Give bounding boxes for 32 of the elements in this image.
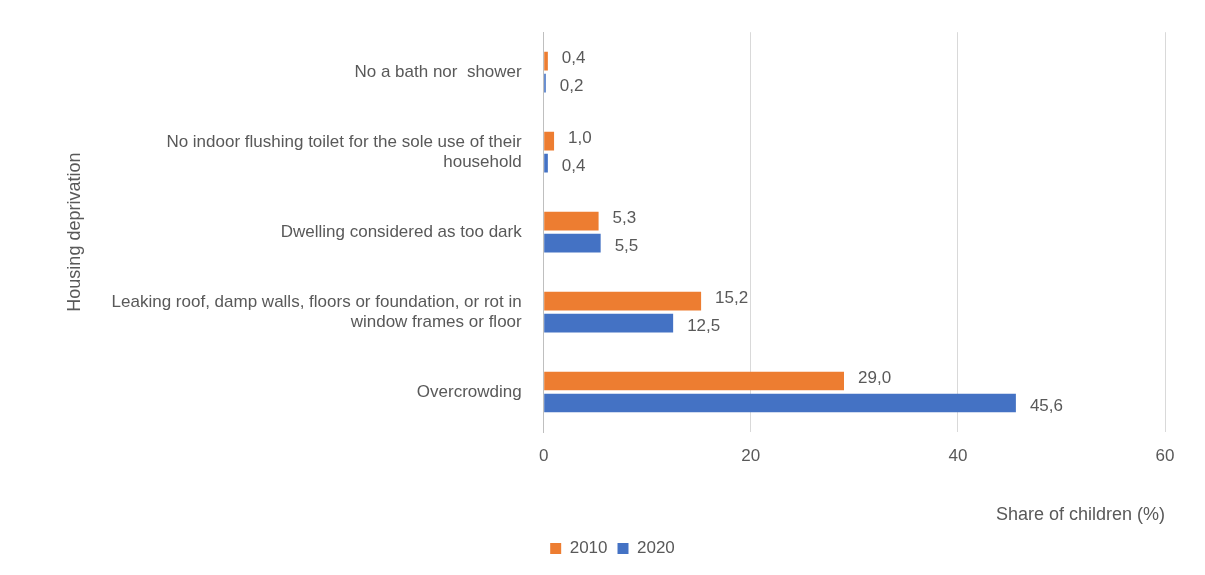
bar xyxy=(544,291,702,311)
y-tick-label: No a bath nor shower xyxy=(354,61,523,81)
data-label: 1,0 xyxy=(568,127,592,147)
data-label: 0,4 xyxy=(561,155,586,175)
bar xyxy=(544,211,599,231)
bar xyxy=(544,371,844,391)
x-tick-label: 40 xyxy=(948,445,968,465)
x-tick-label: 60 xyxy=(1155,445,1175,465)
x-tick-label: 20 xyxy=(741,445,761,465)
data-label: 29,0 xyxy=(858,367,892,387)
y-tick-label: Leaking roof, damp walls, floors or foundation, or rot in window frames or floor xyxy=(111,291,523,331)
bar xyxy=(544,233,601,253)
data-label: 0,2 xyxy=(559,75,584,95)
legend-label: 2010 xyxy=(569,538,608,558)
x-axis-title: Share of children (%) xyxy=(995,504,1165,525)
y-tick-label: No indoor flushing toilet for the sole use of their household xyxy=(166,131,523,172)
data-label: 5,5 xyxy=(614,235,639,255)
bar xyxy=(544,131,555,151)
data-label: 15,2 xyxy=(715,287,749,307)
y-tick-label: Overcrowding xyxy=(416,381,522,401)
bar xyxy=(544,153,548,173)
data-label: 5,3 xyxy=(612,207,637,227)
data-label: 12,5 xyxy=(687,315,721,335)
bar xyxy=(544,393,1016,413)
data-label: 45,6 xyxy=(1029,395,1063,415)
x-tick-label: 0 xyxy=(538,445,549,465)
data-label: 0,4 xyxy=(561,47,586,67)
bar xyxy=(544,51,548,71)
y-tick-label: Dwelling considered as too dark xyxy=(280,221,523,241)
y-axis-title: Housing deprivation xyxy=(63,152,84,312)
bar xyxy=(544,313,674,333)
legend-label: 2020 xyxy=(637,538,675,558)
